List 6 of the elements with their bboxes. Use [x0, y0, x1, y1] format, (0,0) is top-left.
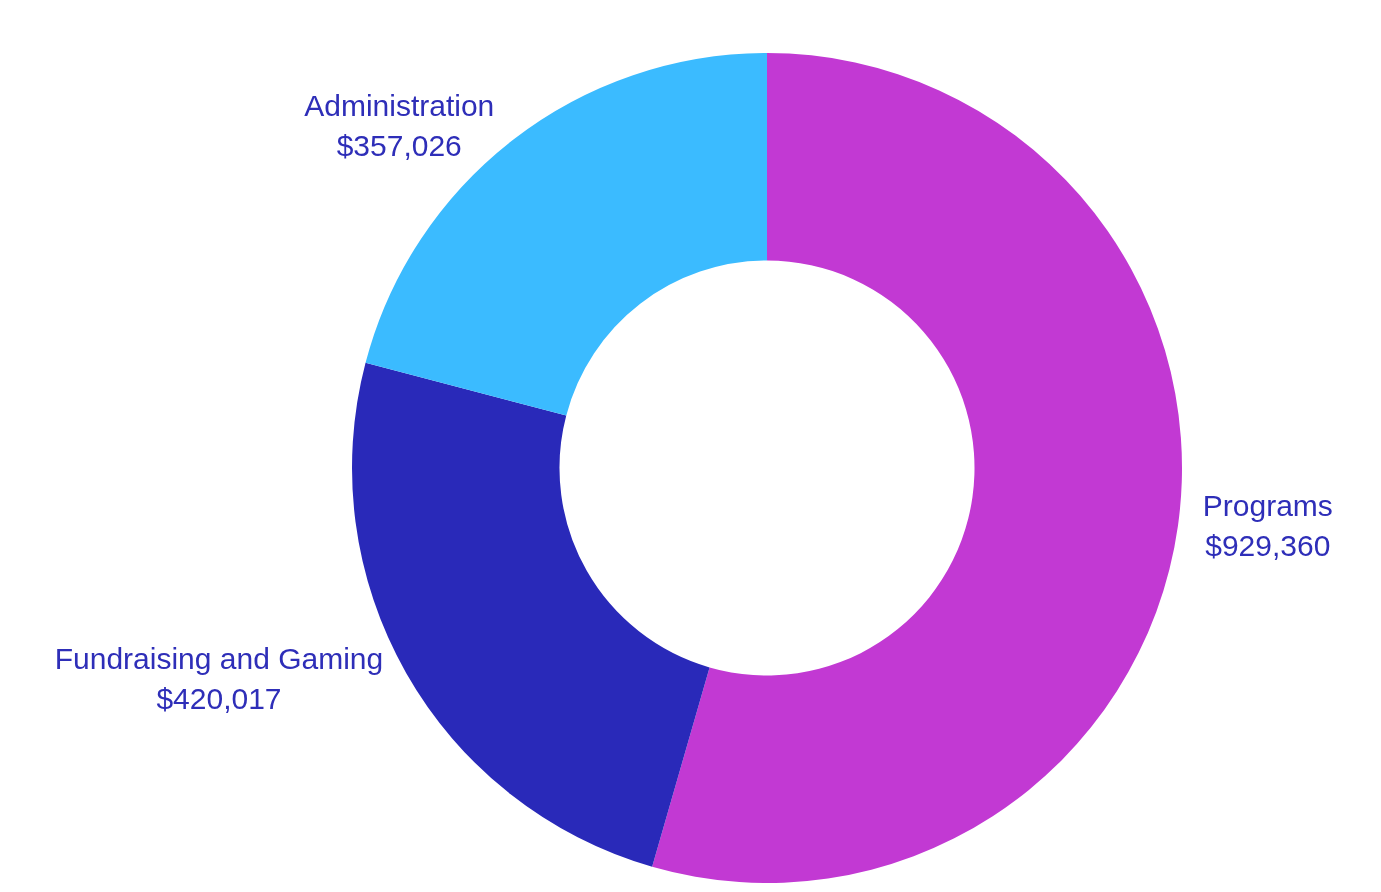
data-label: $929,360: [1205, 529, 1331, 563]
data-label: $420,017: [156, 681, 282, 715]
slice-label: Programs: [1202, 489, 1333, 523]
slice-label: Fundraising and Gaming: [54, 641, 384, 675]
data-label: $357,026: [336, 128, 462, 162]
slice-label: Administration: [304, 88, 495, 122]
